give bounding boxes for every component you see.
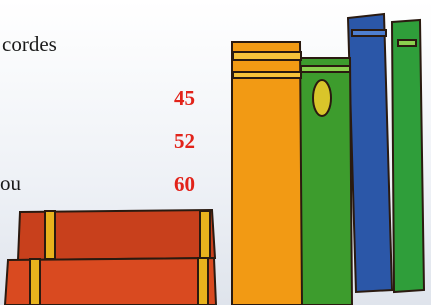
number: 60	[174, 172, 195, 196]
heading: cordes	[2, 32, 57, 56]
fragment: ou	[0, 171, 22, 195]
page: cordes ou 45 52 60	[0, 0, 431, 305]
number: 52	[174, 129, 195, 153]
number: 45	[174, 86, 195, 110]
